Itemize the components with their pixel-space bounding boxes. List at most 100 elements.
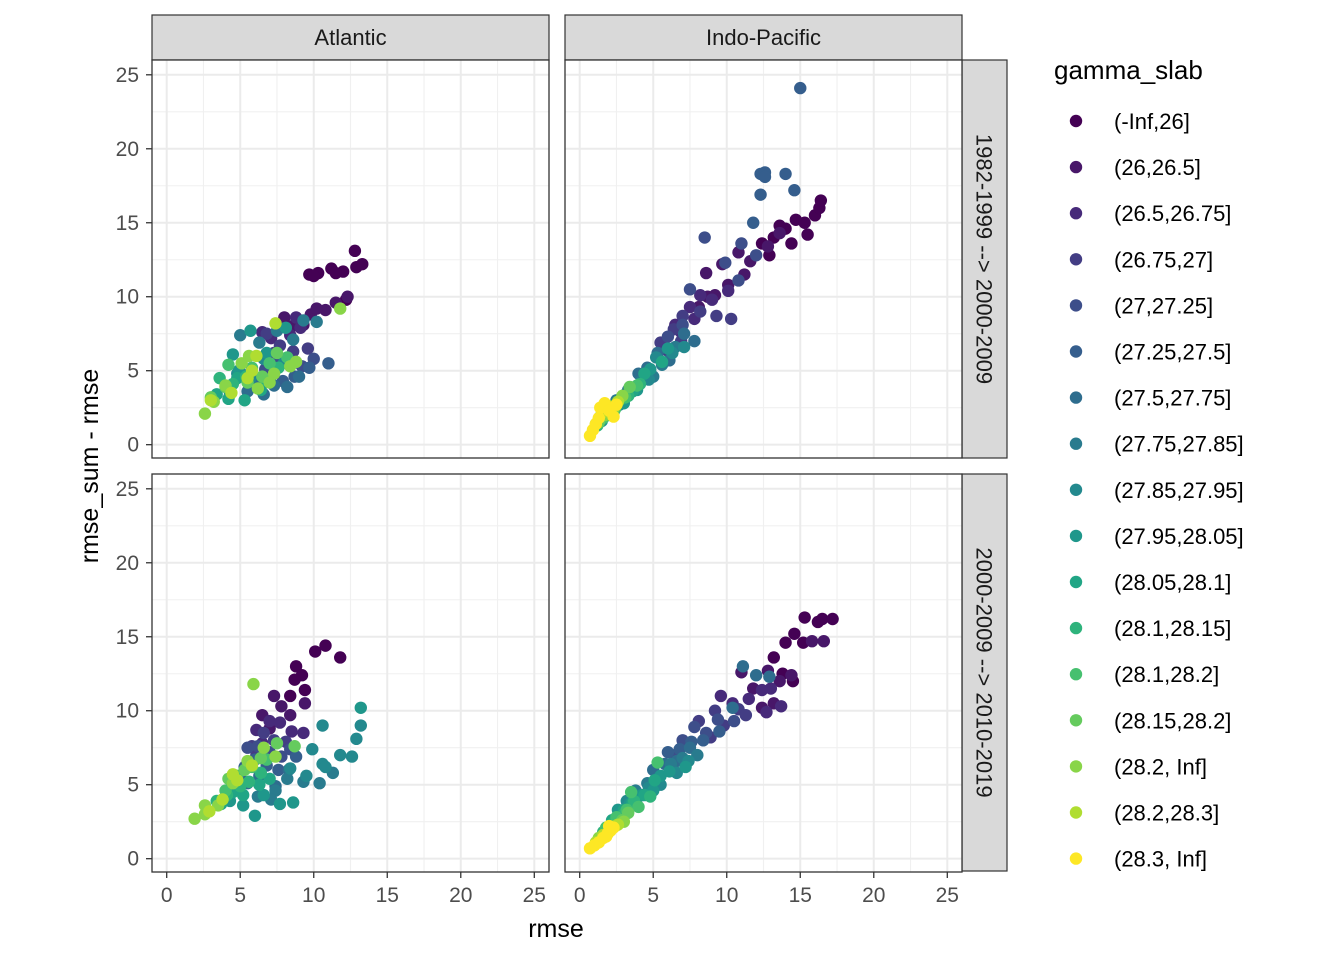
data-point: [599, 830, 613, 843]
y-tick-label: 25: [116, 478, 139, 501]
strip-indo-pacific: Indo-Pacific: [564, 14, 963, 61]
panels: [151, 59, 963, 873]
data-point: [651, 756, 664, 769]
data-point: [764, 682, 778, 695]
data-point: [711, 713, 725, 726]
data-point: [204, 394, 218, 407]
data-point: [699, 266, 713, 280]
data-point: [638, 367, 651, 380]
x-tick-label: 25: [523, 884, 546, 907]
x-tick-label: 25: [936, 884, 959, 907]
data-point: [236, 799, 250, 812]
y-tick-label: 5: [127, 360, 139, 383]
data-point: [624, 785, 638, 799]
x-tick-label: 5: [234, 884, 246, 907]
y-axis-ticks: 0 5 10 15 20 25 0 5 10 15 20 25: [116, 64, 152, 871]
data-point: [719, 256, 732, 269]
legend-item: (-Inf,26]: [1069, 109, 1190, 134]
series-(28.3, Inf]: [583, 819, 620, 855]
series-(28.3, Inf]: [583, 397, 623, 443]
data-point: [297, 314, 310, 327]
data-point: [785, 669, 798, 682]
strip-atlantic: Atlantic: [151, 14, 550, 61]
legend-item: (27.5,27.75]: [1069, 386, 1231, 411]
data-point: [257, 741, 270, 754]
data-point: [263, 772, 276, 785]
strip-row-2: 2000-2009 --> 2010-2019: [961, 473, 1008, 872]
data-point: [298, 683, 312, 697]
legend-swatch: [1069, 575, 1083, 589]
legend-swatch: [1069, 621, 1083, 635]
data-point: [676, 309, 689, 323]
data-point: [253, 778, 266, 791]
series-(27.85,27.95]: [284, 719, 367, 783]
legend-item: (26,26.5]: [1069, 155, 1201, 180]
data-point: [761, 240, 775, 253]
legend-title: gamma_slab: [1054, 55, 1203, 85]
data-point: [710, 309, 723, 323]
data-point: [694, 289, 707, 302]
legend-item: (28.15,28.2]: [1069, 708, 1231, 733]
data-point: [257, 726, 270, 740]
y-axis-title: rmse_sum - rmse: [76, 369, 104, 563]
legend-label: (27.75,27.85]: [1114, 432, 1244, 457]
data-point: [247, 677, 260, 691]
x-tick-label: 20: [862, 884, 885, 907]
data-point: [350, 732, 363, 746]
strip-label-atlantic: Atlantic: [314, 25, 386, 50]
data-point: [300, 769, 313, 783]
legend-swatch: [1069, 114, 1083, 128]
y-tick-label: 20: [116, 138, 139, 161]
data-point: [263, 376, 276, 389]
data-point: [260, 327, 273, 340]
y-tick-label: 10: [116, 700, 139, 723]
data-point: [188, 812, 201, 825]
data-point: [661, 745, 675, 759]
data-point: [354, 701, 367, 714]
data-point: [272, 763, 285, 777]
data-point: [198, 407, 212, 420]
data-point: [244, 324, 257, 337]
data-point: [292, 370, 306, 383]
series-(28.15,28.2]: [222, 737, 301, 785]
data-point: [286, 796, 300, 809]
series-(-Inf,26]: [767, 611, 839, 688]
data-point: [322, 357, 335, 370]
data-point: [275, 700, 288, 713]
data-point: [216, 793, 229, 806]
legend-swatch: [1069, 437, 1083, 450]
data-point: [242, 775, 256, 788]
panel-border: [564, 473, 963, 873]
data-point: [281, 772, 294, 785]
legend-label: (27.85,27.95]: [1114, 478, 1244, 503]
data-point: [785, 237, 798, 250]
data-point: [679, 760, 692, 774]
data-point: [661, 330, 675, 343]
data-point: [794, 81, 807, 95]
data-point: [248, 809, 262, 822]
x-tick-label: 10: [302, 884, 325, 907]
data-point: [334, 302, 347, 315]
x-tick-label: 15: [376, 884, 399, 907]
data-point: [303, 361, 316, 374]
data-point: [736, 660, 750, 673]
legend-item: (28.2, Inf]: [1069, 754, 1207, 779]
data-point: [724, 312, 738, 326]
data-point: [307, 269, 320, 283]
legend-label: (28.05,28.1]: [1114, 570, 1231, 595]
legend-swatch: [1069, 529, 1083, 543]
data-point: [269, 317, 282, 330]
legend-swatch: [1069, 483, 1083, 496]
data-point: [284, 708, 297, 722]
data-point: [269, 750, 282, 763]
data-point: [345, 750, 359, 763]
x-tick-label: 10: [715, 884, 738, 907]
data-point: [270, 346, 284, 360]
legend-swatch: [1069, 391, 1083, 404]
legend-item: (26.75,27]: [1069, 247, 1213, 272]
data-point: [301, 342, 315, 355]
data-point: [688, 334, 701, 348]
legend: gamma_slab (-Inf,26] (26,26.5] (26.5,26.75…: [1054, 55, 1244, 872]
legend-swatch: [1069, 299, 1083, 312]
legend-label: (27.25,27.5]: [1114, 340, 1231, 365]
